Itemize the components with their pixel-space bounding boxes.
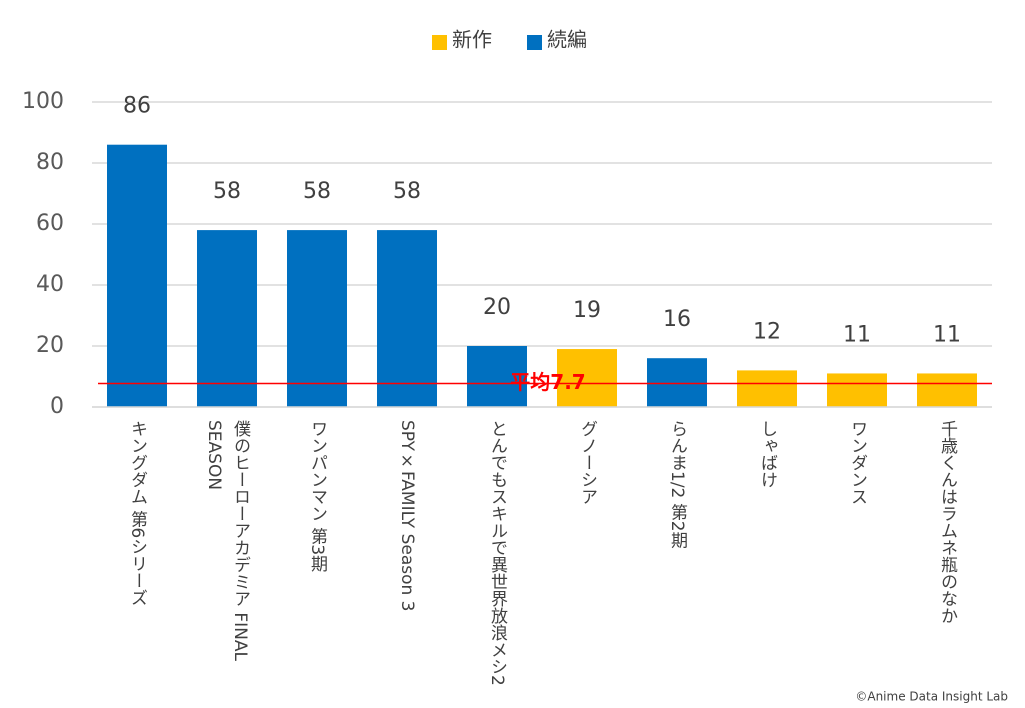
- y-tick-label: 40: [36, 272, 64, 297]
- data-label: 58: [393, 179, 421, 204]
- source: ©Anime Data Insight Lab: [855, 690, 1008, 704]
- x-tick-label: とんでもスキルで異世界放浪メシ2: [487, 420, 507, 686]
- legend-label: 新作: [452, 28, 492, 52]
- legend-label: 続編: [547, 28, 587, 52]
- bar: [197, 230, 257, 407]
- legend-swatch: [432, 35, 447, 50]
- x-tick-label: 千歳くんはラムネ瓶のなか: [937, 420, 957, 624]
- y-tick-label: 20: [36, 333, 64, 358]
- x-tick-label: ワンパンマン 第3期: [307, 420, 327, 573]
- y-tick-label: 100: [22, 89, 64, 114]
- data-label: 11: [933, 322, 961, 347]
- data-label: 12: [753, 319, 781, 344]
- x-tick-label: しゃばけ: [757, 420, 777, 488]
- data-label: 11: [843, 322, 871, 347]
- bar: [647, 358, 707, 407]
- data-label: 58: [213, 179, 241, 204]
- legend-swatch: [527, 35, 542, 50]
- bar: [917, 373, 977, 407]
- bar: [377, 230, 437, 407]
- data-label: 16: [663, 307, 691, 332]
- y-tick-label: 60: [36, 211, 64, 236]
- x-tick-label: グノーシア: [577, 420, 597, 505]
- data-label: 86: [123, 94, 151, 119]
- data-label: 20: [483, 295, 511, 320]
- bar: [287, 230, 347, 407]
- bar: [827, 373, 887, 407]
- bar: [467, 346, 527, 407]
- data-label: 19: [573, 298, 601, 323]
- y-tick-label: 80: [36, 150, 64, 175]
- x-tick-label: SPY×FAMILY Season 3: [397, 420, 417, 612]
- bar: [737, 370, 797, 407]
- x-tick-label: キングダム 第6シリーズ: [127, 420, 147, 607]
- x-tick-label: らんま1/2 第2期: [667, 420, 687, 549]
- data-label: 58: [303, 179, 331, 204]
- bar: [557, 349, 617, 407]
- x-tick-label: ワンダンス: [847, 420, 867, 505]
- x-tick-label: 僕のヒーローアカデミア FINAL SEASON: [204, 420, 250, 662]
- average-label: 平均7.7: [510, 370, 585, 394]
- bar: [107, 144, 167, 407]
- y-tick-label: 0: [50, 394, 64, 419]
